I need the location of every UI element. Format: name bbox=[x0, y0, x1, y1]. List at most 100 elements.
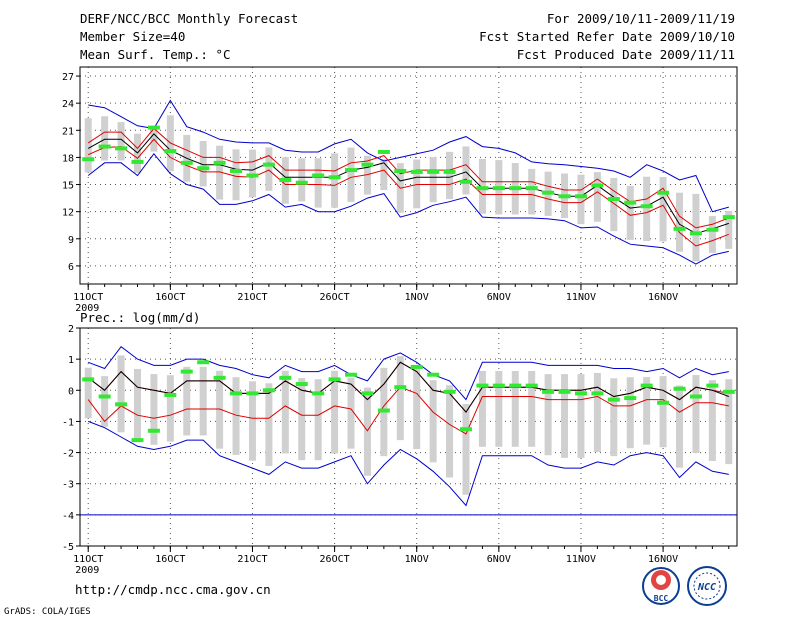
ensemble-box bbox=[626, 377, 634, 449]
y-tick-label: 1 bbox=[68, 355, 74, 366]
observed-marker bbox=[722, 389, 735, 394]
x-tick-label: 26OCT bbox=[320, 292, 350, 303]
observed-marker bbox=[361, 391, 374, 396]
ensemble-box bbox=[101, 376, 109, 427]
observed-marker bbox=[246, 173, 259, 178]
ensemble-box bbox=[413, 365, 421, 449]
ensemble-box bbox=[429, 157, 437, 203]
ensemble-box bbox=[593, 172, 601, 222]
observed-marker bbox=[624, 396, 637, 401]
observed-marker bbox=[246, 391, 259, 396]
observed-marker bbox=[689, 231, 702, 236]
observed-marker bbox=[328, 175, 341, 180]
series-line-lower bbox=[87, 386, 729, 435]
ensemble-box bbox=[331, 153, 339, 208]
observed-marker bbox=[706, 227, 719, 232]
ensemble-box bbox=[331, 370, 339, 454]
observed-marker bbox=[476, 383, 489, 388]
observed-marker bbox=[230, 391, 243, 396]
ensemble-box bbox=[84, 118, 92, 173]
observed-marker bbox=[427, 169, 440, 174]
ensemble-box bbox=[199, 366, 207, 436]
x-year-label: 2009 bbox=[75, 303, 99, 314]
ensemble-box bbox=[248, 381, 256, 461]
x-tick-label: 16NOV bbox=[648, 554, 678, 565]
observed-marker bbox=[394, 168, 407, 173]
observed-marker bbox=[115, 402, 128, 407]
observed-marker bbox=[525, 383, 538, 388]
observed-marker bbox=[345, 168, 358, 173]
forecast-started-date: Fcst Started Refer Date 2009/10/10 bbox=[479, 29, 735, 44]
ensemble-box bbox=[676, 385, 684, 468]
ensemble-box bbox=[561, 374, 569, 458]
ensemble-box bbox=[495, 370, 503, 447]
svg-text:NCC: NCC bbox=[697, 582, 716, 593]
ensemble-box bbox=[446, 151, 454, 200]
observed-marker bbox=[492, 186, 505, 191]
ensemble-box bbox=[216, 370, 224, 449]
member-size-label: Member Size=40 bbox=[80, 29, 185, 44]
observed-marker bbox=[361, 162, 374, 167]
observed-marker bbox=[640, 204, 653, 209]
observed-marker bbox=[295, 180, 308, 185]
y-tick-label: 0 bbox=[68, 386, 74, 397]
ensemble-box bbox=[380, 159, 388, 191]
observed-marker bbox=[525, 186, 538, 191]
observed-marker bbox=[82, 377, 95, 382]
ensemble-box bbox=[298, 378, 306, 461]
observed-marker bbox=[574, 391, 587, 396]
observed-marker bbox=[180, 160, 193, 165]
observed-marker bbox=[410, 169, 423, 174]
series-line-min bbox=[87, 152, 729, 265]
y-tick-label: 15 bbox=[62, 181, 74, 192]
observed-marker bbox=[115, 146, 128, 151]
observed-marker bbox=[443, 389, 456, 394]
series-line-max bbox=[88, 99, 729, 213]
series-line-min bbox=[88, 420, 729, 507]
observed-marker bbox=[312, 391, 325, 396]
observed-marker bbox=[213, 160, 226, 165]
observed-marker bbox=[377, 408, 390, 413]
forecast-produced-date: Fcst Produced Date 2009/11/11 bbox=[517, 47, 735, 62]
observed-marker bbox=[98, 144, 111, 149]
observed-marker bbox=[328, 377, 341, 382]
precipitation-panel: -5 -4 -3 -2 -1 0 1 2 11OCT 16OCT 21OCT 26OCT 1NOV 6NO… bbox=[62, 324, 738, 576]
observed-marker bbox=[164, 392, 177, 397]
plot-frame bbox=[79, 327, 738, 547]
ensemble-box bbox=[117, 355, 125, 433]
ensemble-box bbox=[511, 370, 519, 447]
observed-marker bbox=[673, 386, 686, 391]
x-tick-label: 1NOV bbox=[405, 554, 429, 565]
observed-marker bbox=[82, 157, 95, 162]
y-tick-label: -3 bbox=[62, 480, 74, 491]
ensemble-box bbox=[528, 370, 536, 447]
observed-marker bbox=[345, 372, 358, 377]
x-tick-label: 11OCT bbox=[73, 554, 103, 565]
observed-marker bbox=[147, 125, 160, 130]
y-tick-label: -4 bbox=[62, 511, 74, 522]
ensemble-box bbox=[265, 147, 273, 191]
ensemble-box bbox=[610, 378, 618, 457]
observed-marker bbox=[180, 369, 193, 374]
ensemble-box bbox=[248, 149, 256, 198]
series-line-mean bbox=[87, 133, 729, 234]
observed-marker bbox=[131, 438, 144, 443]
x-tick-label: 16OCT bbox=[155, 554, 185, 565]
ensemble-box bbox=[577, 174, 585, 225]
ensemble-box bbox=[478, 370, 486, 447]
y-tick-label: 27 bbox=[62, 72, 74, 83]
y-tick-label: 6 bbox=[68, 262, 74, 273]
observed-marker bbox=[542, 190, 555, 195]
x-tick-label: 16OCT bbox=[155, 292, 185, 303]
series-line-upper bbox=[87, 127, 729, 229]
observed-marker bbox=[492, 383, 505, 388]
observed-marker bbox=[640, 383, 653, 388]
ensemble-box bbox=[676, 192, 684, 252]
y-tick-label: -1 bbox=[62, 417, 74, 428]
observed-marker bbox=[443, 169, 456, 174]
ensemble-box bbox=[593, 373, 601, 453]
observed-marker bbox=[542, 389, 555, 394]
observed-marker bbox=[131, 159, 144, 164]
observed-marker bbox=[574, 194, 587, 199]
series-line-max bbox=[88, 345, 729, 401]
